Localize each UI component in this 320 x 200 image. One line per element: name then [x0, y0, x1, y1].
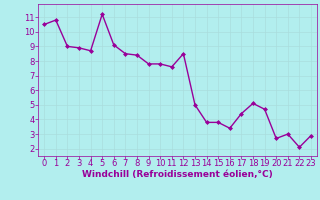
X-axis label: Windchill (Refroidissement éolien,°C): Windchill (Refroidissement éolien,°C): [82, 170, 273, 179]
